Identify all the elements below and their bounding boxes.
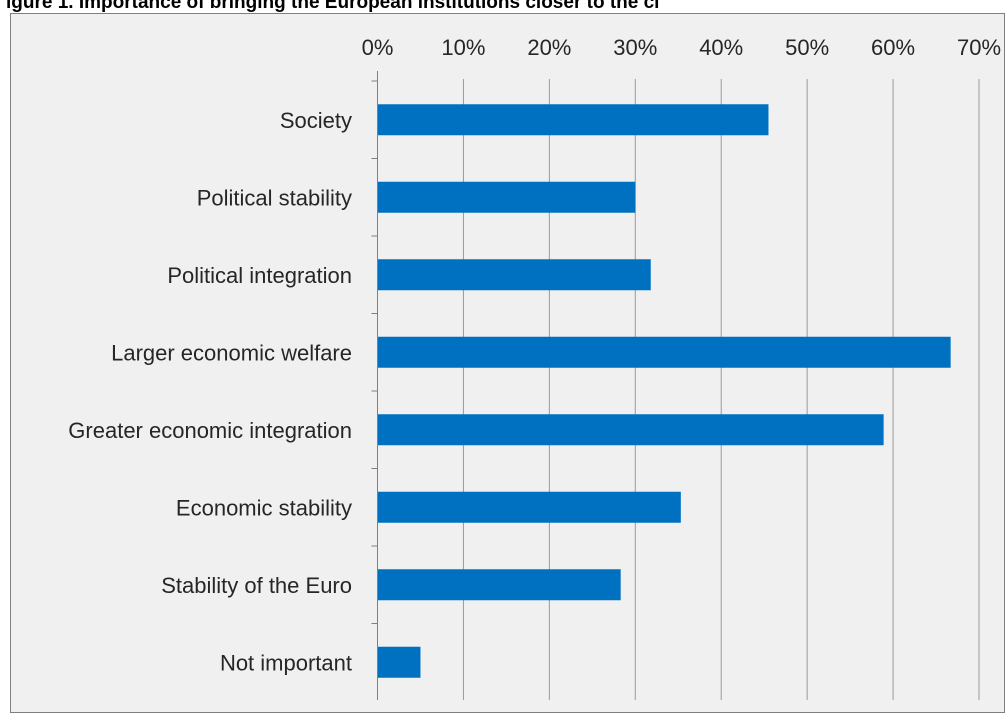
bar-1 [378, 104, 769, 136]
bar-7 [378, 569, 621, 601]
bar-3 [378, 259, 651, 291]
x-tick-label-1: 10% [441, 35, 485, 60]
value-axis-tick-labels: 0% 10% 20% 30% 40% 50% 60% 70% [362, 35, 1001, 60]
x-tick-label-3: 30% [613, 35, 657, 60]
x-tick-label-5: 50% [785, 35, 829, 60]
category-label-1: Society [280, 108, 352, 133]
category-label-5: Greater economic integration [68, 418, 352, 443]
bar-2 [378, 181, 636, 213]
x-tick-label-7: 70% [957, 35, 1001, 60]
bar-4 [378, 336, 951, 368]
category-label-7: Stability of the Euro [161, 573, 352, 598]
category-label-3: Political integration [167, 263, 352, 288]
bar-6 [378, 491, 681, 523]
category-label-8: Not important [220, 650, 352, 675]
x-tick-label-0: 0% [362, 35, 394, 60]
category-label-6: Economic stability [176, 495, 352, 520]
chart-title: igure 1. Importance of bringing the Euro… [6, 0, 660, 13]
x-tick-label-6: 60% [871, 35, 915, 60]
bar-8 [378, 646, 421, 678]
category-label-4: Larger economic welfare [111, 340, 352, 365]
category-label-2: Political stability [197, 185, 352, 210]
category-labels: Society Political stability Political inte… [68, 108, 352, 676]
bars [378, 104, 951, 678]
category-axis [371, 71, 378, 700]
bar-5 [378, 414, 884, 446]
x-tick-label-2: 20% [527, 35, 571, 60]
x-tick-label-4: 40% [699, 35, 743, 60]
chart-title-strip: igure 1. Importance of bringing the Euro… [0, 0, 1007, 14]
gridlines [462, 79, 980, 700]
